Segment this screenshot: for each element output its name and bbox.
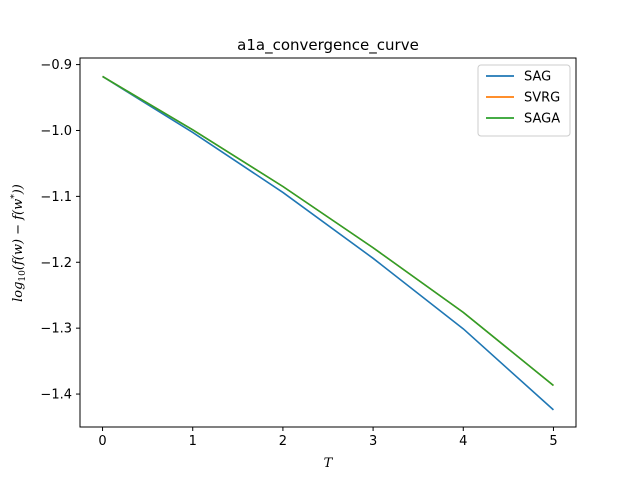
x-tick-label: 3: [369, 434, 377, 449]
series-line-sag: [102, 75, 554, 411]
x-tick-label: 2: [279, 434, 287, 449]
chart-title: a1a_convergence_curve: [237, 36, 419, 55]
y-tick-label: −1.3: [40, 322, 72, 337]
y-tick-label: −1.4: [40, 388, 72, 403]
x-axis: 0 1 2 3 4 5: [98, 427, 558, 449]
y-axis-label: log10(f(w) − f(w*)): [10, 184, 28, 302]
y-tick-label: −1.2: [40, 256, 72, 271]
legend-label-saga: SAGA: [524, 112, 560, 127]
x-tick-label: 5: [549, 434, 557, 449]
y-tick-label: −0.9: [40, 58, 72, 73]
series-lines: [102, 75, 554, 411]
y-tick-label: −1.0: [40, 124, 72, 139]
series-line-saga: [102, 75, 554, 387]
legend-label-svrg: SVRG: [524, 91, 560, 106]
x-axis-label: T: [324, 456, 334, 471]
x-tick-label: 4: [459, 434, 467, 449]
legend: SAG SVRG SAGA: [477, 64, 571, 137]
y-axis: −0.9 −1.0 −1.1 −1.2 −1.3 −1.4: [40, 58, 80, 403]
y-tick-label: −1.1: [40, 190, 72, 205]
x-tick-label: 0: [98, 434, 106, 449]
legend-label-sag: SAG: [524, 70, 551, 85]
x-tick-label: 1: [189, 434, 197, 449]
